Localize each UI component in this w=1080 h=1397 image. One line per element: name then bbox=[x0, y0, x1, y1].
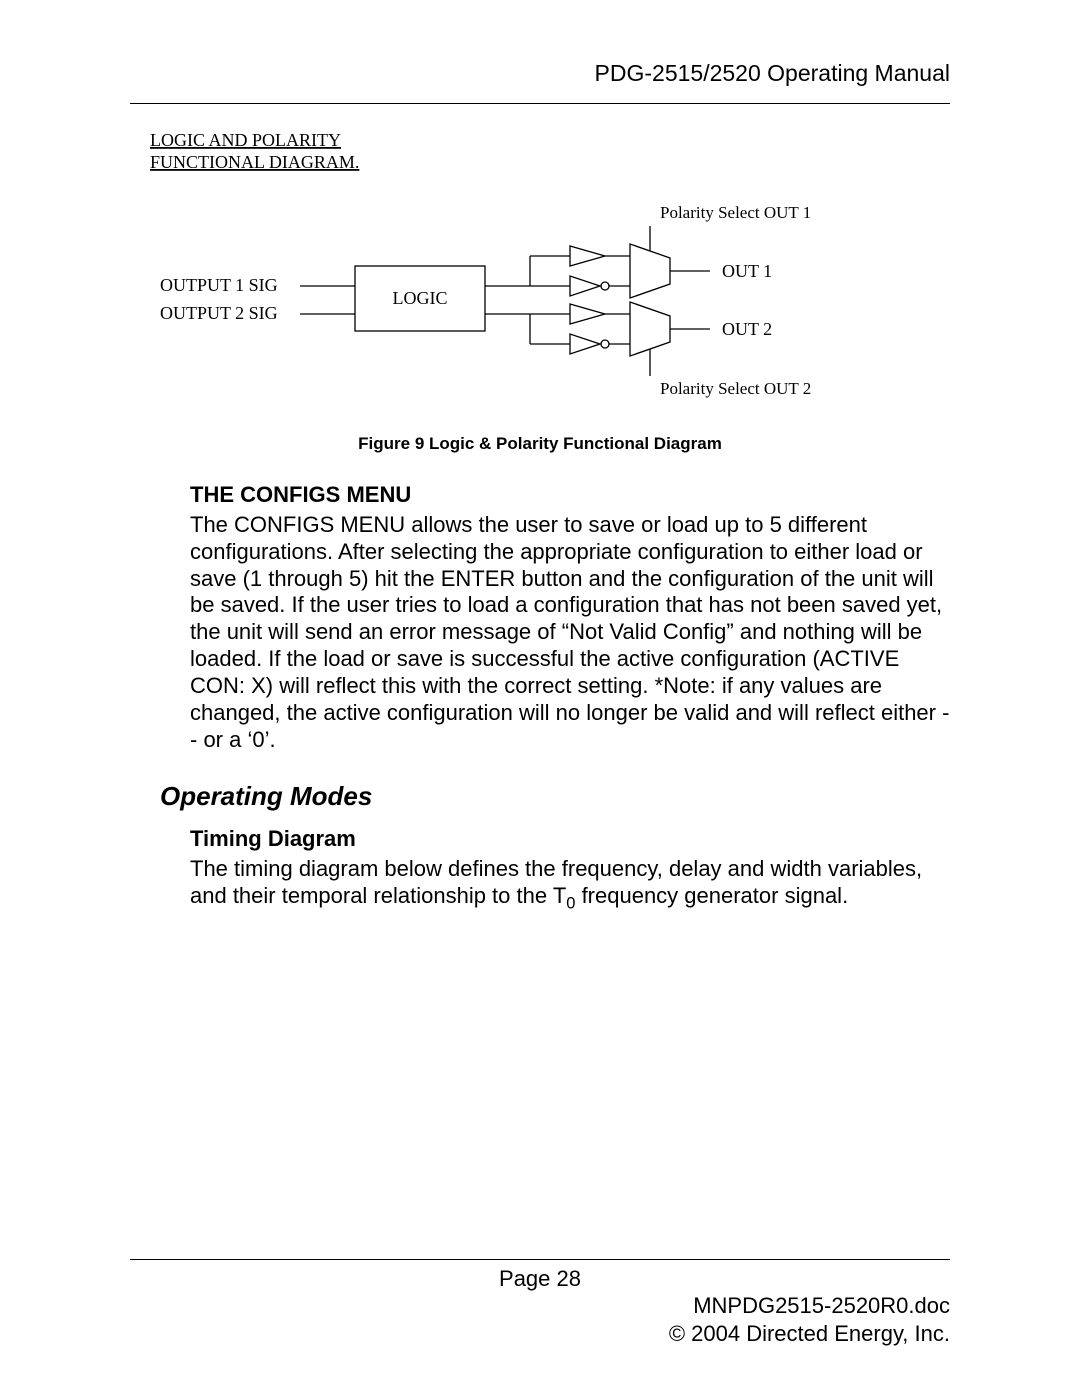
diagram-polsel-bot-label: Polarity Select OUT 2 bbox=[660, 379, 811, 398]
header-rule bbox=[130, 103, 950, 104]
figure-caption: Figure 9 Logic & Polarity Functional Dia… bbox=[130, 434, 950, 454]
doc-filename: MNPDG2515-2520R0.doc bbox=[693, 1293, 950, 1318]
diagram-buffer bbox=[570, 304, 605, 324]
diagram-mux-top bbox=[630, 244, 670, 298]
configs-body: The CONFIGS MENU allows the user to save… bbox=[190, 512, 950, 753]
doc-ref: MNPDG2515-2520R0.doc © 2004 Directed Ene… bbox=[130, 1292, 950, 1347]
configs-heading: THE CONFIGS MENU bbox=[190, 482, 950, 508]
diagram-out2-label: OUT 2 bbox=[722, 319, 772, 339]
diagram-buffer bbox=[570, 246, 605, 266]
diagram-mux-bottom bbox=[630, 302, 670, 356]
diagram-input2-label: OUTPUT 2 SIG bbox=[160, 303, 278, 323]
configs-section: THE CONFIGS MENU The CONFIGS MENU allows… bbox=[190, 482, 950, 753]
diagram-logic-label: LOGIC bbox=[393, 288, 448, 308]
diagram-inverter-bubble bbox=[601, 340, 609, 348]
diagram-title-line2: FUNCTIONAL DIAGRAM. bbox=[150, 152, 359, 172]
page-header-title: PDG-2515/2520 Operating Manual bbox=[130, 60, 950, 87]
page-number: Page 28 bbox=[130, 1266, 950, 1292]
diagram-svg: LOGIC AND POLARITY FUNCTIONAL DIAGRAM. O… bbox=[150, 126, 870, 426]
footer-rule bbox=[130, 1259, 950, 1260]
diagram-out1-label: OUT 1 bbox=[722, 261, 772, 281]
page-footer: Page 28 MNPDG2515-2520R0.doc © 2004 Dire… bbox=[130, 1259, 950, 1347]
operating-modes-heading: Operating Modes bbox=[160, 781, 950, 812]
diagram-input1-label: OUTPUT 1 SIG bbox=[160, 275, 278, 295]
timing-body: The timing diagram below defines the fre… bbox=[190, 856, 950, 913]
document-page: PDG-2515/2520 Operating Manual LOGIC AND… bbox=[0, 0, 1080, 1397]
diagram-polsel-top-label: Polarity Select OUT 1 bbox=[660, 203, 811, 222]
doc-copyright: © 2004 Directed Energy, Inc. bbox=[669, 1321, 950, 1346]
timing-heading: Timing Diagram bbox=[190, 826, 950, 852]
diagram-inverter-bubble bbox=[601, 282, 609, 290]
timing-section: Timing Diagram The timing diagram below … bbox=[190, 826, 950, 913]
diagram-inverter bbox=[570, 334, 600, 354]
diagram-inverter bbox=[570, 276, 600, 296]
logic-polarity-diagram: LOGIC AND POLARITY FUNCTIONAL DIAGRAM. O… bbox=[150, 126, 950, 426]
diagram-title-line1: LOGIC AND POLARITY bbox=[150, 130, 341, 150]
timing-body-post: frequency generator signal. bbox=[575, 883, 848, 908]
